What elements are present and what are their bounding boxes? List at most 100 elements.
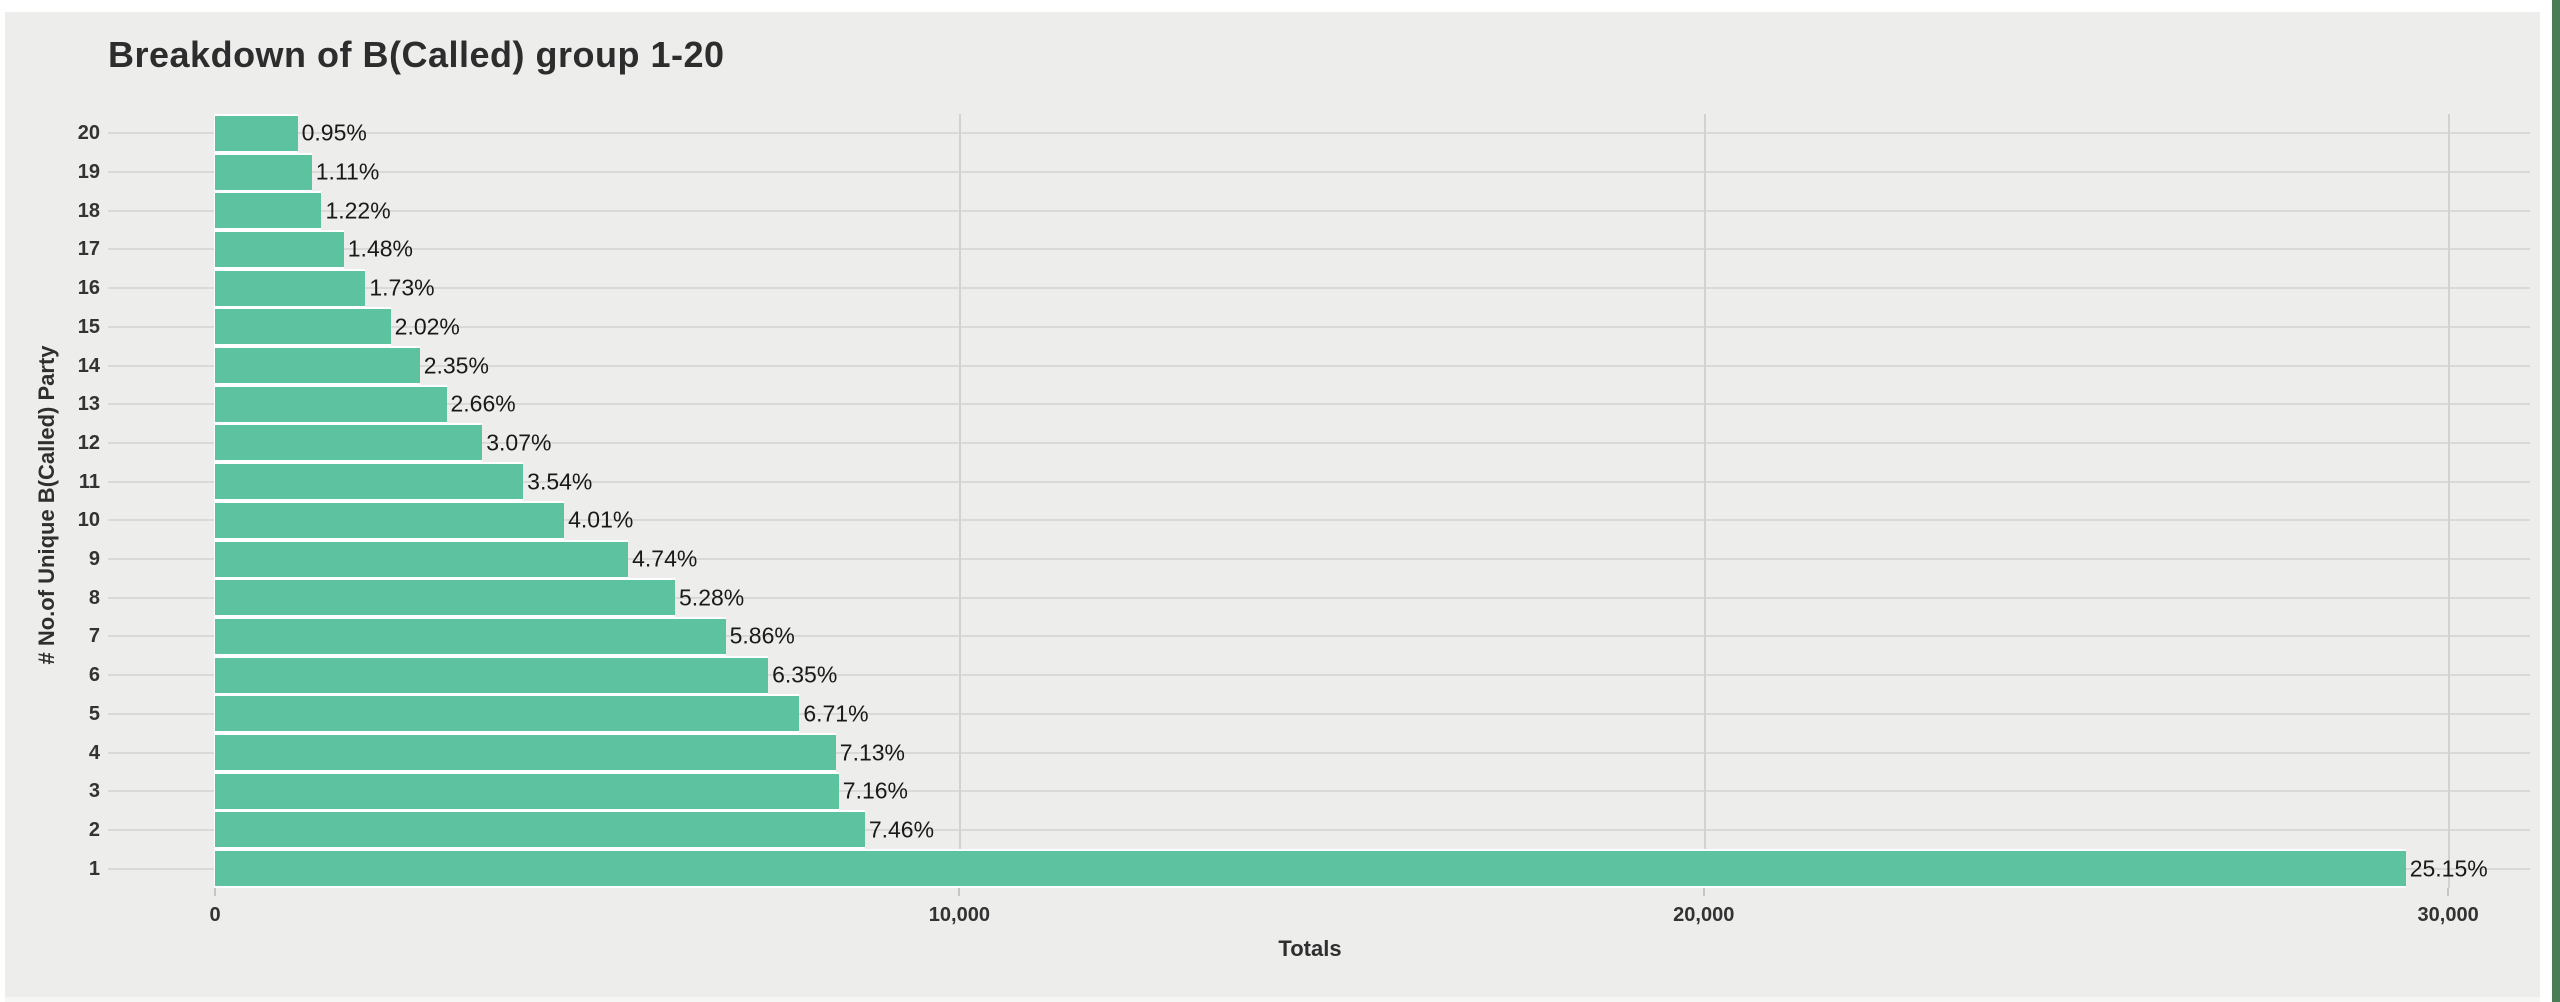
x-tickmark-30000 — [2447, 888, 2450, 896]
bar-value-label-17: 1.48% — [347, 235, 413, 262]
page-right-margin — [2540, 0, 2552, 1002]
h-gridline-14 — [108, 364, 2530, 367]
h-gridline-7 — [108, 635, 2530, 638]
bar-value-label-5: 6.71% — [803, 700, 869, 727]
x-tick-label-0: 0 — [209, 904, 221, 926]
plot-area[interactable]: 0.95% 1.11% 1.22% 1.48% 1.73% 2.02% 2.35% 2.66%… — [214, 113, 2530, 889]
bar-value-label-6: 6.35% — [772, 661, 838, 688]
y-tick-label-8: 8 — [88, 586, 100, 609]
bar-value-label-13: 2.66% — [450, 390, 516, 417]
y-tick-label-1: 1 — [88, 857, 100, 880]
y-tick-label-16: 16 — [77, 277, 100, 300]
y-tick-label-3: 3 — [88, 780, 100, 803]
y-tick-label-6: 6 — [88, 664, 100, 687]
bar-category-7[interactable] — [215, 616, 726, 656]
bar-category-2[interactable] — [215, 810, 865, 850]
x-tickmark-20000 — [1702, 888, 1705, 896]
h-gridline-20 — [108, 132, 2530, 135]
y-tick-label-14: 14 — [77, 354, 100, 377]
v-gridline-30000 — [2448, 114, 2451, 888]
bar-category-8[interactable] — [215, 578, 676, 618]
x-tick-label-30000: 30,000 — [2417, 904, 2479, 926]
bar-category-18[interactable] — [215, 191, 322, 231]
h-gridline-13 — [108, 403, 2530, 406]
bar-value-label-11: 3.54% — [527, 468, 593, 495]
page-top-margin — [0, 0, 2560, 12]
h-gridline-4 — [108, 751, 2530, 754]
y-tick-layer: 20 19 18 17 16 15 14 13 12 11 10 9 8 7 6 5 4 3 2 1 — [28, 114, 100, 888]
y-tick-label-5: 5 — [88, 702, 100, 725]
y-tick-label-10: 10 — [77, 509, 100, 532]
bar-category-13[interactable] — [215, 384, 447, 424]
bar-category-1[interactable] — [215, 849, 2406, 889]
h-gridline-6 — [108, 674, 2530, 677]
y-tick-label-20: 20 — [77, 122, 100, 145]
bar-category-19[interactable] — [215, 152, 312, 192]
bar-value-label-20: 0.95% — [301, 119, 367, 146]
bar-category-5[interactable] — [215, 694, 800, 734]
panel-bottom-edge — [5, 997, 2540, 1002]
y-tick-label-7: 7 — [88, 625, 100, 648]
bar-category-10[interactable] — [215, 500, 565, 540]
x-tick-label-10000: 10,000 — [928, 904, 990, 926]
bar-value-label-4: 7.13% — [839, 739, 906, 766]
bar-value-label-16: 1.73% — [369, 274, 435, 301]
bar-value-label-14: 2.35% — [423, 352, 489, 379]
y-tick-label-12: 12 — [77, 431, 100, 454]
y-tick-label-2: 2 — [88, 818, 100, 841]
y-axis-title: # No.of Unique B(Called) Party — [34, 345, 59, 665]
bar-category-15[interactable] — [215, 307, 391, 347]
h-gridline-2 — [108, 828, 2530, 831]
bar-value-label-1: 25.15% — [2409, 855, 2488, 882]
bar-value-label-7: 5.86% — [729, 622, 795, 649]
bar-value-label-18: 1.22% — [325, 197, 391, 224]
h-gridline-17 — [108, 248, 2530, 251]
h-gridline-10 — [108, 519, 2530, 522]
h-gridline-19 — [108, 171, 2530, 174]
bar-category-4[interactable] — [215, 733, 836, 773]
v-gridline-10000 — [959, 114, 962, 888]
bar-category-16[interactable] — [215, 268, 366, 308]
h-gridline-3 — [108, 790, 2530, 793]
x-tick-label-20000: 20,000 — [1673, 904, 1735, 926]
y-tick-label-4: 4 — [88, 741, 100, 764]
bar-value-label-8: 5.28% — [679, 584, 745, 611]
bar-category-14[interactable] — [215, 346, 420, 386]
bar-value-label-12: 3.07% — [486, 429, 552, 456]
bar-value-label-9: 4.74% — [632, 545, 698, 572]
bar-category-12[interactable] — [215, 423, 483, 463]
y-tick-label-15: 15 — [77, 315, 100, 338]
bar-value-label-10: 4.01% — [568, 506, 634, 533]
y-tick-label-11: 11 — [78, 470, 100, 493]
h-gridline-18 — [108, 209, 2530, 212]
x-tickmark-0 — [214, 888, 216, 896]
y-tick-label-18: 18 — [77, 199, 100, 222]
y-tick-label-13: 13 — [77, 393, 100, 416]
bar-category-20[interactable] — [215, 113, 298, 153]
bar-category-17[interactable] — [215, 229, 344, 269]
x-axis-title: Totals — [1278, 936, 1342, 961]
bar-value-label-15: 2.02% — [394, 313, 460, 340]
h-gridline-15 — [108, 325, 2530, 328]
h-gridline-11 — [108, 480, 2530, 483]
bar-category-9[interactable] — [215, 539, 629, 579]
bar-category-3[interactable] — [215, 771, 839, 811]
bar-value-label-19: 1.11% — [315, 158, 380, 185]
h-gridline-12 — [108, 441, 2530, 444]
x-tickmark-10000 — [958, 888, 961, 896]
bar-value-label-2: 7.46% — [868, 816, 935, 843]
y-tick-label-9: 9 — [88, 548, 100, 571]
h-gridline-8 — [108, 596, 2530, 599]
h-gridline-16 — [108, 287, 2530, 290]
y-tick-label-19: 19 — [77, 161, 100, 184]
chart-title: Breakdown of B(Called) group 1-20 — [108, 34, 725, 75]
v-gridline-20000 — [1703, 114, 1706, 888]
h-gridline-9 — [108, 558, 2530, 561]
h-gridline-5 — [108, 712, 2530, 715]
bar-category-6[interactable] — [215, 655, 769, 695]
bar-category-11[interactable] — [215, 462, 524, 502]
window-edge-strip — [2552, 0, 2560, 1002]
bar-value-label-3: 7.16% — [842, 777, 908, 804]
y-tick-label-17: 17 — [77, 238, 100, 261]
